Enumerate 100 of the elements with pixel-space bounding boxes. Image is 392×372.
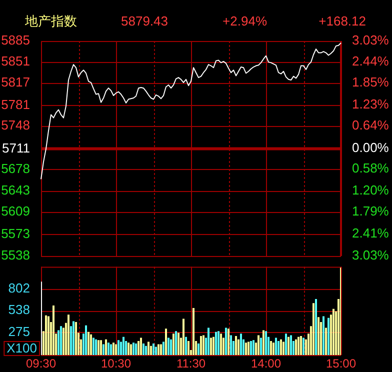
bar: [182, 318, 184, 355]
bar: [240, 334, 242, 355]
bar: [245, 342, 247, 355]
bar: [290, 335, 292, 355]
bar: [152, 343, 154, 355]
y-tick-label: 275: [8, 324, 30, 339]
bar: [185, 336, 187, 355]
bar: [175, 331, 177, 355]
bar: [230, 335, 232, 355]
bar: [138, 340, 140, 355]
bar: [198, 343, 200, 355]
bar: [115, 344, 117, 355]
x-tick-label: 10:30: [100, 356, 132, 371]
y2-tick-label: 0.00%: [352, 140, 390, 156]
text: +168.12: [318, 14, 366, 29]
bar: [322, 316, 324, 355]
bar: [238, 339, 240, 355]
bar: [225, 328, 227, 355]
bar: [125, 340, 127, 355]
y-tick-label: 5678: [1, 160, 30, 176]
bar: [110, 344, 112, 355]
y-tick-label: 5851: [1, 54, 30, 69]
bar: [172, 334, 174, 355]
bar: [160, 344, 162, 355]
bar: [265, 331, 267, 355]
bar: [142, 343, 144, 355]
bar: [270, 340, 272, 355]
bar: [300, 336, 302, 355]
bar: [220, 334, 222, 355]
bar: [332, 308, 334, 355]
bar: [262, 330, 264, 355]
text: 5879.43: [121, 14, 168, 29]
y2-tick-label: 3.03%: [352, 248, 390, 263]
bar: [128, 342, 130, 355]
bar: [48, 316, 50, 355]
y-tick-label: 5711: [2, 140, 30, 156]
bar: [88, 332, 90, 355]
bar: [170, 339, 172, 355]
bar: [210, 338, 212, 355]
y2-tick-label: 2.44%: [352, 54, 390, 69]
bar: [200, 336, 202, 355]
bar: [98, 340, 100, 355]
bar: [90, 334, 92, 355]
bar: [285, 334, 287, 355]
y-tick-label: 5538: [1, 248, 30, 263]
bar: [122, 336, 124, 355]
bar: [215, 332, 217, 355]
bar: [280, 339, 282, 355]
x-tick-label: 09:30: [26, 356, 56, 371]
bar: [60, 326, 62, 355]
bar: [150, 346, 152, 355]
y-tick-label: 802: [8, 280, 30, 296]
bar: [318, 317, 320, 355]
bar: [325, 328, 327, 355]
bar: [52, 306, 54, 355]
x-tick-label: 11:30: [176, 356, 206, 371]
bar: [328, 318, 330, 355]
bar: [140, 338, 142, 355]
y2-tick-label: 1.85%: [352, 74, 390, 90]
y-axis-title: X100: [6, 340, 37, 356]
bar: [130, 344, 132, 355]
bar: [165, 328, 167, 355]
bar: [315, 298, 317, 355]
y-tick-label: 5643: [1, 182, 30, 198]
bar: [45, 315, 47, 355]
y-tick-label: 5573: [1, 226, 30, 241]
bar: [100, 340, 102, 355]
bar: [85, 325, 87, 355]
bar: [312, 303, 314, 355]
y-tick-label: 5885: [1, 32, 30, 48]
bar: [252, 340, 254, 355]
y2-tick-label: 1.20%: [352, 182, 390, 198]
bar: [92, 338, 94, 355]
text: +2.94%: [222, 14, 268, 29]
bar: [105, 339, 107, 355]
y-tick-label: 5748: [1, 117, 30, 132]
bar: [112, 342, 114, 355]
bar: [145, 346, 147, 355]
bar: [132, 342, 134, 355]
y-tick-label: 5817: [1, 74, 30, 90]
bar: [288, 336, 290, 355]
bar: [295, 339, 297, 355]
bar: [58, 330, 60, 355]
bar: [278, 340, 280, 355]
x-tick-label: 15:00: [326, 356, 356, 371]
bar: [275, 338, 277, 355]
bar: [302, 338, 304, 355]
bar: [192, 308, 194, 355]
bar: [202, 335, 204, 355]
bar: [155, 346, 157, 355]
bar: [222, 338, 224, 355]
y2-tick-label: 0.58%: [352, 160, 390, 176]
bar: [250, 340, 252, 355]
bar: [162, 342, 164, 355]
bar: [148, 342, 150, 355]
bar: [108, 342, 110, 355]
y2-tick-label: 0.64%: [352, 117, 390, 132]
bar: [68, 314, 70, 355]
bar: [95, 339, 97, 355]
bar: [102, 344, 104, 355]
